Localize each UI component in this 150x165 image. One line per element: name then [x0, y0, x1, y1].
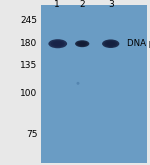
Bar: [40, 5, 147, 163]
Ellipse shape: [79, 42, 86, 46]
Text: 3: 3: [108, 0, 114, 9]
Text: 1: 1: [54, 0, 60, 9]
Ellipse shape: [76, 82, 80, 85]
Ellipse shape: [51, 40, 65, 47]
Ellipse shape: [75, 40, 89, 47]
Ellipse shape: [77, 41, 88, 46]
Text: 100: 100: [20, 89, 38, 98]
Text: 135: 135: [20, 62, 38, 70]
Text: 75: 75: [26, 130, 38, 139]
Text: DNA pol α: DNA pol α: [127, 39, 150, 48]
Text: 180: 180: [20, 39, 38, 48]
Ellipse shape: [104, 41, 117, 47]
Text: 245: 245: [21, 16, 38, 25]
Ellipse shape: [102, 39, 119, 48]
Text: 2: 2: [80, 0, 85, 9]
Ellipse shape: [48, 39, 67, 48]
Ellipse shape: [106, 42, 115, 46]
Ellipse shape: [53, 41, 62, 46]
